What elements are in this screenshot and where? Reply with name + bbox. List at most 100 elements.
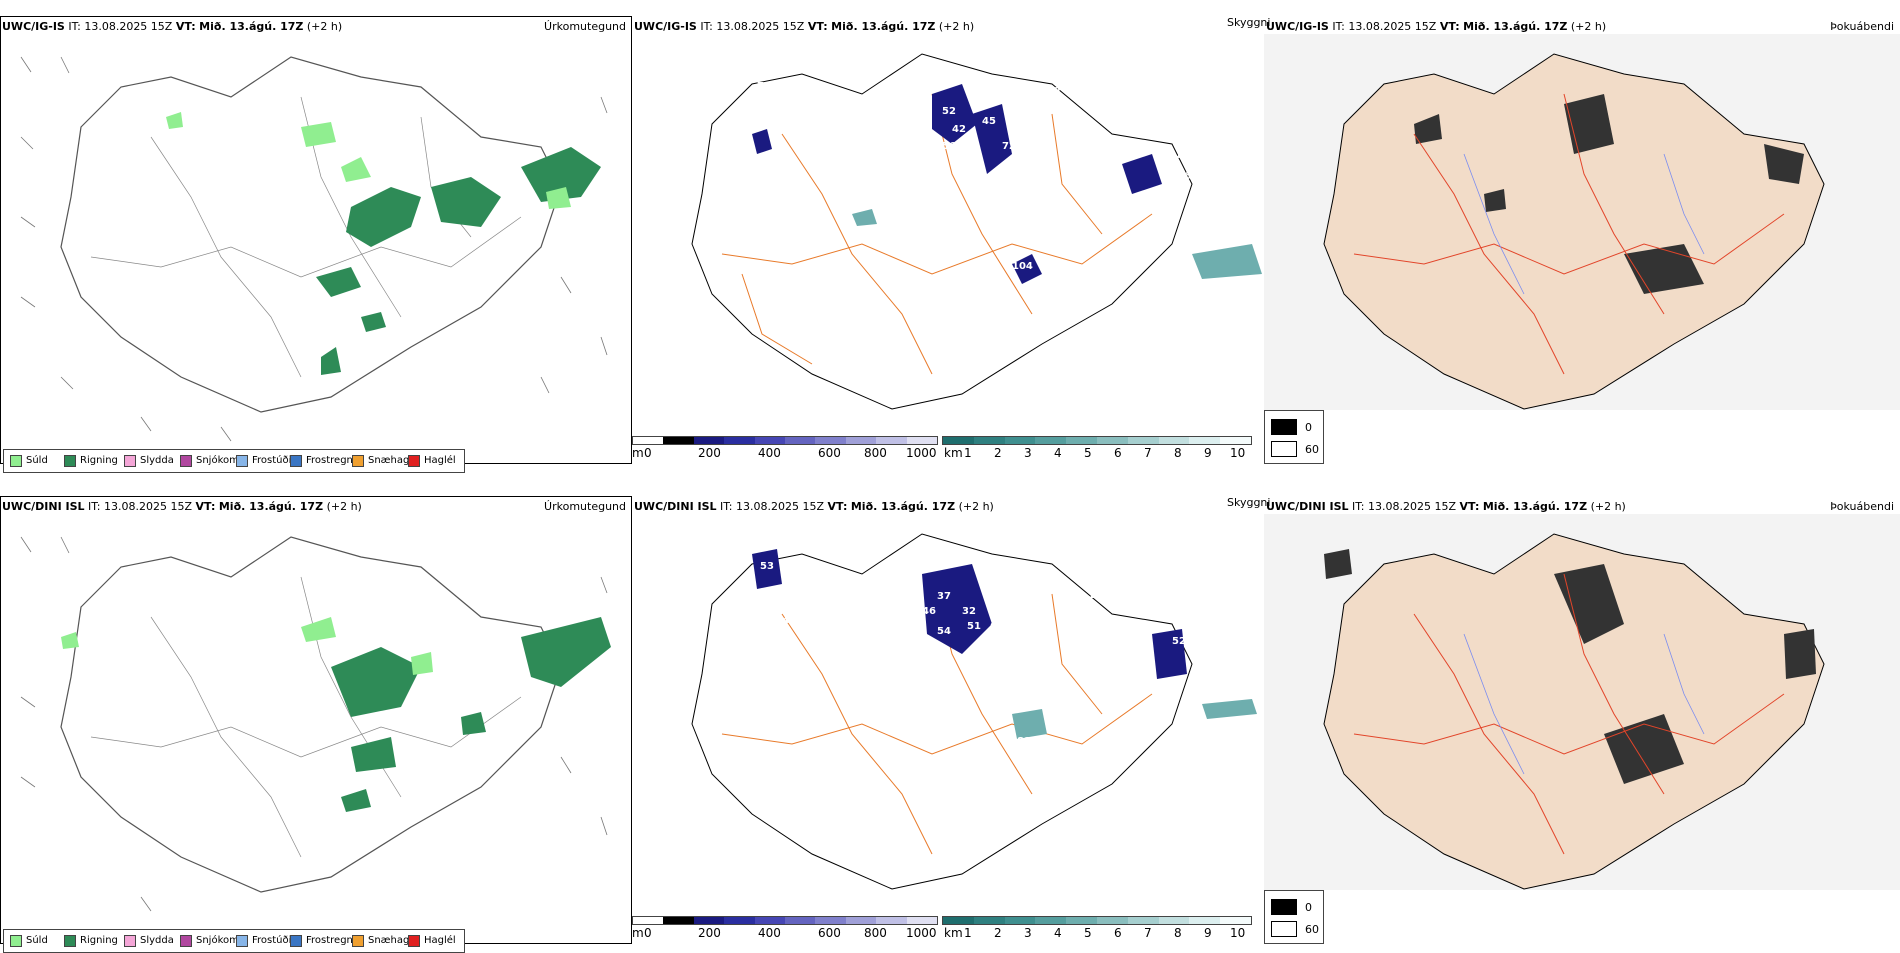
it-value: 13.08.2025 15Z: [736, 500, 825, 513]
visibility-tick: 10: [1230, 926, 1246, 940]
visibility-tick: 7: [1144, 446, 1152, 460]
legend-swatch: [236, 455, 248, 467]
visibility-areas: [1012, 699, 1257, 739]
legend-swatch: [124, 935, 136, 947]
cloud-value-labels: 52 45 42 56 72 64 82 82 70 92 80 104 46 …: [757, 81, 1191, 377]
legend-label: Haglél: [424, 455, 456, 466]
vt-label: VT:: [1459, 500, 1480, 513]
cloud-base-tick: 200: [698, 926, 721, 940]
legend-label: Frostregn: [306, 935, 353, 946]
wind-barbs: [20, 536, 608, 912]
cloud-label: 64: [1024, 141, 1038, 152]
road-network: [1353, 573, 1785, 855]
cloud-label: 95: [1017, 751, 1031, 762]
cloud-base-tick: 600: [818, 926, 841, 940]
precip-map: [20, 536, 611, 912]
legend-label: Haglél: [424, 935, 456, 946]
road-network: [721, 93, 1153, 375]
rain-areas: [331, 617, 611, 812]
lead-time: (+2 h): [1570, 20, 1607, 33]
cloud-base-unit: m: [632, 926, 644, 940]
visibility-tick: 8: [1174, 926, 1182, 940]
visibility-tick: 6: [1114, 926, 1122, 940]
cloud-label: 56: [1177, 171, 1191, 182]
legend-swatch: [408, 455, 420, 467]
vt-label: VT:: [195, 500, 216, 513]
fog-header: UWC/DINI ISL IT: 13.08.2025 15Z VT: Mið.…: [1264, 500, 1900, 514]
cloud-base-tick: 1000: [906, 446, 937, 460]
visibility-tick: 8: [1174, 446, 1182, 460]
cloud-visibility-panel: 53 37 32 46 54 51 64 58 102 52 81 95 48 …: [632, 480, 1264, 950]
cloud-label: 46: [907, 851, 921, 862]
cloud-map: 52 45 42 56 72 64 82 82 70 92 80 104 46 …: [691, 53, 1262, 410]
legend-label: Rigning: [80, 455, 118, 466]
cloud-base-unit: m: [632, 446, 644, 460]
precip-type-panel: Súld Rigning Slydda Snjókoma Frostúði Fr…: [0, 480, 632, 953]
legend-swatch: [236, 935, 248, 947]
cloud-label: 72: [1002, 141, 1016, 152]
panel-title-cloud: Skyggni: [1227, 16, 1271, 29]
visibility-tick: 3: [1024, 446, 1032, 460]
cloud-base-tick: 400: [758, 926, 781, 940]
panel-title-precip: Úrkomutegund: [544, 20, 626, 33]
visibility-tick: 2: [994, 446, 1002, 460]
rain-areas: [316, 147, 601, 375]
legend-swatch: [124, 455, 136, 467]
lead-time: (+2 h): [938, 20, 975, 33]
cloud-label: 46: [1177, 151, 1191, 162]
cloud-label: 48: [782, 616, 796, 627]
road-network: [1353, 93, 1785, 375]
low-cloud-areas: [752, 84, 1162, 284]
it-label: IT:: [720, 500, 733, 513]
cloud-base-tick: 200: [698, 446, 721, 460]
cloud-map: 53 37 32 46 54 51 64 58 102 52 81 95 48 …: [691, 533, 1257, 890]
cloud-visibility-scales: m 0 200 400 600 800 1000 km 1 2 3 4 5 6 …: [632, 916, 1264, 940]
vt-value: Mið. 13.ágú. 17Z: [850, 500, 956, 513]
visibility-tick: 3: [1024, 926, 1032, 940]
lead-time: (+2 h): [326, 500, 362, 513]
legend-label: Rigning: [80, 935, 118, 946]
cloud-base-colorbar: [632, 916, 938, 925]
model-name: UWC/IG-IS: [2, 20, 65, 33]
cloud-label: 56: [942, 141, 956, 152]
visibility-colorbar: [942, 916, 1252, 925]
legend-item-snjokoma: Snjókoma: [180, 455, 245, 467]
cloud-label: 53: [760, 561, 774, 572]
precip-map-frame: Súld Rigning Slydda Snjókoma Frostúði Fr…: [0, 496, 632, 953]
it-label: IT:: [1332, 20, 1345, 33]
it-label: IT:: [88, 500, 101, 513]
iceland-land: [1323, 53, 1825, 410]
cloud-header: UWC/DINI ISL IT: 13.08.2025 15Z VT: Mið.…: [632, 500, 1264, 514]
cloud-label: 46: [922, 606, 936, 617]
legend-item-snjokoma: Snjókoma: [180, 935, 245, 947]
precip-map-frame: Súld Rigning Slydda Snjókoma Frostúði Fr…: [0, 16, 632, 473]
cloud-base-tick: 1000: [906, 926, 937, 940]
cloud-base-tick: 0: [644, 446, 652, 460]
model-name: UWC/DINI ISL: [634, 500, 717, 513]
fog-header: UWC/IG-IS IT: 13.08.2025 15Z VT: Mið. 13…: [1264, 20, 1900, 34]
legend-item-rigning: Rigning: [64, 935, 118, 947]
vt-label: VT:: [807, 20, 828, 33]
visibility-tick: 1: [964, 446, 972, 460]
legend-label: Frostúði: [252, 935, 292, 946]
low-cloud-areas: [752, 549, 1187, 679]
iceland-outline: [691, 533, 1193, 890]
fog-legend: 0 60: [1264, 890, 1324, 944]
legend-label: Slydda: [140, 935, 174, 946]
cloud-label: 105: [1112, 251, 1133, 262]
visibility-tick: 9: [1204, 926, 1212, 940]
vt-label: VT:: [1439, 20, 1460, 33]
legend-label: Frostregn: [306, 455, 353, 466]
legend-swatch: [352, 455, 364, 467]
cloud-base-tick: 0: [644, 926, 652, 940]
legend-item-frostregn: Frostregn: [290, 935, 353, 947]
cloud-label: 52: [942, 106, 956, 117]
drizzle-areas: [166, 112, 571, 209]
it-value: 13.08.2025 15Z: [1368, 500, 1457, 513]
legend-label: Súld: [26, 935, 48, 946]
model-row-top: Súld Rigning Slydda Snjókoma Frostúði Fr…: [0, 0, 1900, 473]
visibility-tick: 4: [1054, 926, 1062, 940]
precip-legend: Súld Rigning Slydda Snjókoma Frostúði Fr…: [3, 449, 465, 473]
visibility-tick: 9: [1204, 446, 1212, 460]
precip-type-panel: Súld Rigning Slydda Snjókoma Frostúði Fr…: [0, 0, 632, 473]
